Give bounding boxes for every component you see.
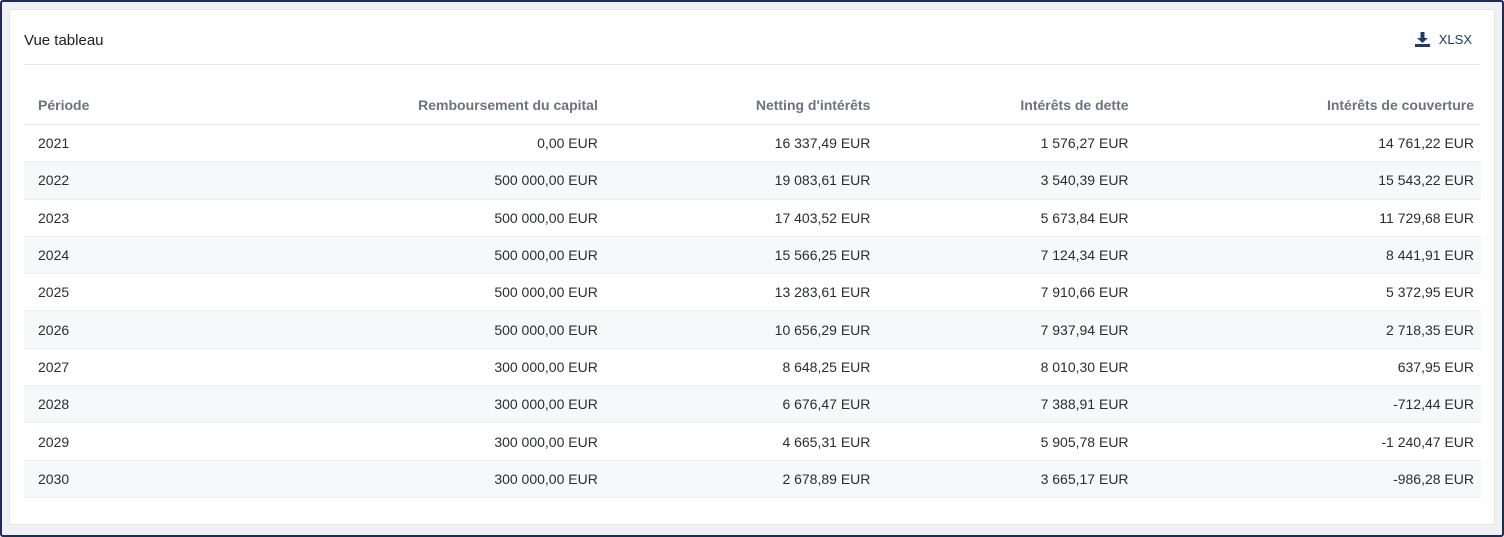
table-cell: 13 283,61 EUR: [604, 273, 878, 312]
table-cell: -712,44 EUR: [1135, 385, 1481, 424]
table-row: 2024 500 000,00 EUR 15 566,25 EUR 7 124,34 …: [24, 236, 1481, 275]
table-cell: 2025: [24, 273, 187, 312]
table-card: Vue tableau XLSX Période Remboursement du…: [9, 9, 1495, 525]
table-cell: 2021: [24, 124, 187, 163]
column-header: Période: [24, 86, 187, 125]
table-cell: 10 656,29 EUR: [604, 310, 878, 349]
table-cell: 2 678,89 EUR: [604, 460, 878, 498]
table-cell: 16 337,49 EUR: [604, 124, 878, 163]
table-cell: 2024: [24, 236, 187, 275]
table-cell: 7 388,91 EUR: [877, 385, 1136, 424]
table-cell: 2029: [24, 422, 187, 461]
table-cell: 500 000,00 EUR: [186, 236, 605, 275]
table-cell: 8 648,25 EUR: [604, 348, 878, 387]
table-cell: 15 543,22 EUR: [1135, 161, 1481, 200]
table-cell: 2 718,35 EUR: [1135, 310, 1481, 349]
table-cell: 8 441,91 EUR: [1135, 236, 1481, 275]
table-cell: 500 000,00 EUR: [186, 199, 605, 237]
divider: [24, 64, 1480, 65]
table-cell: 7 937,94 EUR: [877, 310, 1136, 349]
data-table: Période Remboursement du capital Netting d…: [24, 86, 1481, 498]
table-cell: 300 000,00 EUR: [186, 348, 605, 387]
table-row: 2027 300 000,00 EUR 8 648,25 EUR 8 010,30 E…: [24, 348, 1481, 387]
table-cell: 500 000,00 EUR: [186, 161, 605, 200]
table-cell: 5 905,78 EUR: [877, 422, 1136, 461]
table-cell: 6 676,47 EUR: [604, 385, 878, 424]
table-cell: 500 000,00 EUR: [186, 273, 605, 312]
table-header-row: Période Remboursement du capital Netting d…: [24, 86, 1481, 125]
table-row: 2030 300 000,00 EUR 2 678,89 EUR 3 665,17 E…: [24, 460, 1481, 498]
export-label: XLSX: [1438, 32, 1472, 47]
table-row: 2025 500 000,00 EUR 13 283,61 EUR 7 910,66 …: [24, 273, 1481, 312]
card-title: Vue tableau: [24, 32, 104, 49]
table-cell: 300 000,00 EUR: [186, 385, 605, 424]
table-cell: 8 010,30 EUR: [877, 348, 1136, 387]
table-cell: 5 372,95 EUR: [1135, 273, 1481, 312]
table-cell: 2028: [24, 385, 187, 424]
table-cell: 17 403,52 EUR: [604, 199, 878, 237]
table-row: 2023 500 000,00 EUR 17 403,52 EUR 5 673,84 …: [24, 199, 1481, 237]
column-header: Intérêts de dette: [877, 86, 1136, 125]
table-row: 2026 500 000,00 EUR 10 656,29 EUR 7 937,94 …: [24, 310, 1481, 349]
table-cell: 300 000,00 EUR: [186, 422, 605, 461]
table-cell: 19 083,61 EUR: [604, 161, 878, 200]
table-cell: 2023: [24, 199, 187, 237]
column-header: Remboursement du capital: [186, 86, 605, 125]
table-cell: -986,28 EUR: [1135, 460, 1481, 498]
download-icon: [1414, 32, 1430, 47]
table-cell: 7 910,66 EUR: [877, 273, 1136, 312]
export-xlsx-button[interactable]: XLSX: [1414, 32, 1472, 47]
table-cell: 637,95 EUR: [1135, 348, 1481, 387]
table-cell: 2030: [24, 460, 187, 498]
table-cell: 0,00 EUR: [186, 124, 605, 163]
table-row: 2022 500 000,00 EUR 19 083,61 EUR 3 540,39 …: [24, 161, 1481, 200]
table-cell: 2027: [24, 348, 187, 387]
column-header: Netting d'intérêts: [604, 86, 878, 125]
table-row: 2029 300 000,00 EUR 4 665,31 EUR 5 905,78 E…: [24, 422, 1481, 461]
table-cell: 3 665,17 EUR: [877, 460, 1136, 498]
table-cell: -1 240,47 EUR: [1135, 422, 1481, 461]
table-cell: 4 665,31 EUR: [604, 422, 878, 461]
table-cell: 3 540,39 EUR: [877, 161, 1136, 200]
table-cell: 7 124,34 EUR: [877, 236, 1136, 275]
table-cell: 2022: [24, 161, 187, 200]
table-cell: 500 000,00 EUR: [186, 310, 605, 349]
table-cell: 1 576,27 EUR: [877, 124, 1136, 163]
table-cell: 2026: [24, 310, 187, 349]
table-cell: 300 000,00 EUR: [186, 460, 605, 498]
column-header: Intérêts de couverture: [1135, 86, 1481, 125]
table-cell: 14 761,22 EUR: [1135, 124, 1481, 163]
table-cell: 5 673,84 EUR: [877, 199, 1136, 237]
table-row: 2028 300 000,00 EUR 6 676,47 EUR 7 388,91 E…: [24, 385, 1481, 424]
table-cell: 11 729,68 EUR: [1135, 199, 1481, 237]
table-row: 2021 0,00 EUR 16 337,49 EUR 1 576,27 EUR 14 …: [24, 124, 1481, 163]
table-cell: 15 566,25 EUR: [604, 236, 878, 275]
